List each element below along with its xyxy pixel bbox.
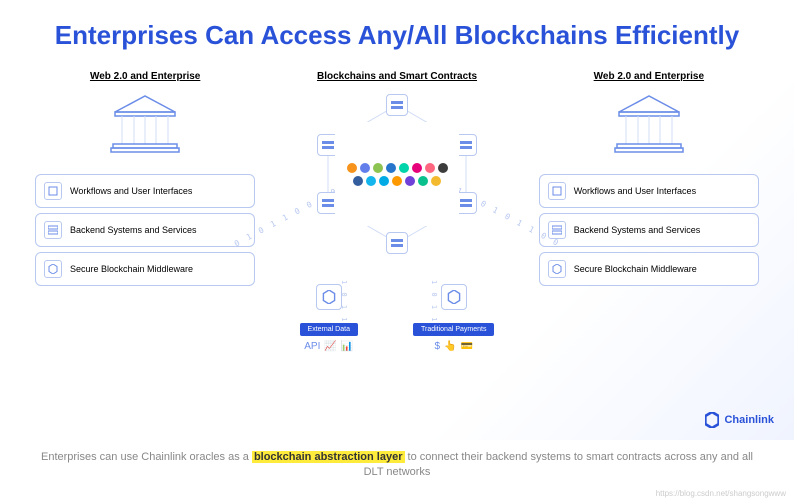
hex-node [386, 94, 408, 116]
brand-text: Chainlink [724, 414, 774, 426]
external-data-icons: API 📈 📊 [300, 341, 358, 352]
caption-highlight: blockchain abstraction layer [252, 451, 405, 463]
payments-label: Traditional Payments [413, 323, 495, 336]
hexagon-icon [548, 260, 566, 278]
stack-item-backend: Backend Systems and Services [539, 213, 759, 247]
chart-icon: 📈 [324, 341, 336, 352]
center-column: Blockchains and Smart Contracts Ext [270, 71, 523, 352]
caption-pre: Enterprises can use Chainlink oracles as… [41, 451, 252, 463]
right-heading: Web 2.0 and Enterprise [534, 71, 764, 82]
right-stack: Workflows and User Interfaces Backend Sy… [534, 174, 764, 286]
binary-stream-down-left: 1 0 1 1 [340, 280, 348, 324]
stack-label: Backend Systems and Services [574, 225, 701, 235]
caption-post: to connect their backend systems to smar… [364, 451, 753, 478]
payments-node: Traditional Payments $ 👆 💳 [413, 284, 495, 352]
dollar-icon: $ [434, 341, 440, 352]
hexagon-icon [441, 284, 467, 310]
stack-label: Secure Blockchain Middleware [70, 264, 193, 274]
stack-label: Workflows and User Interfaces [70, 186, 192, 196]
external-data-node: External Data API 📈 📊 [300, 284, 358, 352]
server-icon [44, 221, 62, 239]
stack-item-middleware: Secure Blockchain Middleware [35, 252, 255, 286]
external-data-label: External Data [300, 323, 358, 336]
hexagon-icon [316, 284, 342, 310]
stack-item-workflows: Workflows and User Interfaces [35, 174, 255, 208]
stack-label: Secure Blockchain Middleware [574, 264, 697, 274]
chart-icon: 📊 [341, 341, 353, 352]
stack-item-middleware: Secure Blockchain Middleware [539, 252, 759, 286]
enterprise-building-icon [614, 94, 684, 154]
binary-stream-down-right: 1 0 1 1 [430, 280, 438, 324]
center-heading: Blockchains and Smart Contracts [270, 71, 523, 82]
right-column: Web 2.0 and Enterprise Workflows and Use… [534, 71, 764, 352]
columns: Web 2.0 and Enterprise Workflows and Use… [30, 71, 764, 352]
chainlink-logo-icon [705, 412, 719, 428]
workflow-icon [44, 182, 62, 200]
api-text: API [304, 341, 320, 352]
hexagon-icon [44, 260, 62, 278]
enterprise-building-icon [110, 94, 180, 154]
card-icon: 💳 [461, 341, 473, 352]
stack-item-backend: Backend Systems and Services [35, 213, 255, 247]
watermark: https://blog.csdn.net/shangsongwww [656, 489, 786, 498]
stack-label: Workflows and User Interfaces [574, 186, 696, 196]
stack-item-workflows: Workflows and User Interfaces [539, 174, 759, 208]
caption: Enterprises can use Chainlink oracles as… [0, 440, 794, 491]
payments-icons: $ 👆 💳 [413, 341, 495, 352]
blockchain-logos [335, 122, 459, 226]
touch-icon: 👆 [444, 341, 456, 352]
page-title: Enterprises Can Access Any/All Blockchai… [30, 20, 764, 51]
stack-label: Backend Systems and Services [70, 225, 197, 235]
hex-node [386, 232, 408, 254]
chainlink-brand: Chainlink [705, 412, 774, 428]
bottom-nodes: External Data API 📈 📊 Traditional Paymen… [270, 284, 523, 352]
left-column: Web 2.0 and Enterprise Workflows and Use… [30, 71, 260, 352]
left-stack: Workflows and User Interfaces Backend Sy… [30, 174, 260, 286]
diagram-container: Enterprises Can Access Any/All Blockchai… [0, 0, 794, 440]
blockchain-hexagon [307, 94, 487, 254]
workflow-icon [548, 182, 566, 200]
left-heading: Web 2.0 and Enterprise [30, 71, 260, 82]
